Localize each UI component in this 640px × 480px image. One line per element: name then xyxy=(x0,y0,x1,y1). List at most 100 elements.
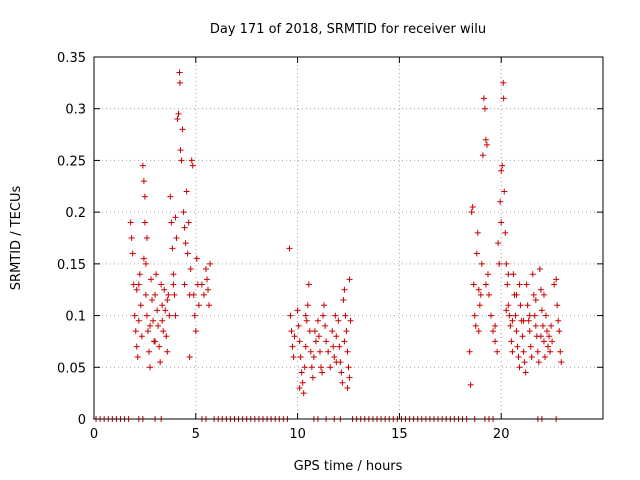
data-point xyxy=(537,333,544,340)
data-point xyxy=(132,328,139,335)
data-point xyxy=(170,271,177,278)
data-point xyxy=(156,343,163,350)
data-point xyxy=(159,302,166,309)
data-point xyxy=(198,281,205,288)
y-tick-label: 0.3 xyxy=(65,103,86,118)
data-point xyxy=(152,338,159,345)
data-point xyxy=(340,297,347,304)
data-point xyxy=(170,281,177,288)
data-point xyxy=(187,266,194,273)
chart-title: Day 171 of 2018, SRMTID for receiver wil… xyxy=(210,22,486,37)
data-point xyxy=(544,328,551,335)
data-point xyxy=(289,343,296,350)
data-point xyxy=(176,69,183,76)
data-point xyxy=(547,348,554,355)
data-point xyxy=(469,203,476,210)
data-point xyxy=(318,364,325,371)
data-point xyxy=(206,302,213,309)
data-point xyxy=(474,229,481,236)
data-point xyxy=(476,302,483,309)
data-point xyxy=(129,250,136,257)
data-point xyxy=(483,141,490,148)
data-point xyxy=(527,343,534,350)
data-point xyxy=(179,126,186,133)
data-point xyxy=(542,312,549,319)
data-point xyxy=(145,348,152,355)
data-point xyxy=(163,333,170,340)
data-point xyxy=(164,348,171,355)
y-tick-label: 0.25 xyxy=(57,154,86,169)
data-point xyxy=(473,250,480,257)
data-point xyxy=(161,286,168,293)
data-point xyxy=(501,188,508,195)
data-point xyxy=(510,271,517,278)
data-point xyxy=(309,374,316,381)
data-point xyxy=(530,291,537,298)
data-point xyxy=(556,328,563,335)
data-point xyxy=(298,369,305,376)
data-point xyxy=(539,322,546,329)
data-point xyxy=(332,312,339,319)
data-point xyxy=(488,312,495,319)
data-point xyxy=(152,291,159,298)
data-point xyxy=(327,364,334,371)
data-point xyxy=(541,353,548,360)
data-point xyxy=(160,328,167,335)
data-point xyxy=(466,348,473,355)
data-point xyxy=(546,333,553,340)
axis-ticks: 0 0.05 0.1 0.15 0.2 0.25 0.3 0.35 0 5 10 15 20 xyxy=(57,51,603,442)
data-point xyxy=(135,317,142,324)
data-point xyxy=(301,364,308,371)
data-point xyxy=(520,317,527,324)
data-point xyxy=(482,281,489,288)
data-point xyxy=(133,343,140,350)
x-tick-label: 15 xyxy=(391,427,408,442)
data-point xyxy=(341,338,348,345)
data-point xyxy=(130,281,137,288)
data-point xyxy=(516,281,523,288)
data-point xyxy=(470,281,477,288)
data-point xyxy=(296,384,303,391)
y-tick-label: 0.2 xyxy=(65,206,86,221)
data-point xyxy=(331,353,338,360)
data-point xyxy=(308,364,315,371)
x-axis-label: GPS time / hours xyxy=(294,459,403,474)
data-point xyxy=(139,162,146,169)
data-point xyxy=(150,317,157,324)
data-point xyxy=(178,157,185,164)
data-point xyxy=(185,219,192,226)
data-point xyxy=(508,338,515,345)
data-point xyxy=(344,348,351,355)
data-point xyxy=(497,198,504,205)
data-point xyxy=(168,219,175,226)
data-point xyxy=(513,291,520,298)
data-point xyxy=(205,286,212,293)
data-point xyxy=(189,162,196,169)
data-point xyxy=(509,348,516,355)
data-point xyxy=(133,286,140,293)
data-point xyxy=(167,193,174,200)
data-point xyxy=(164,297,171,304)
data-point xyxy=(290,353,297,360)
data-point xyxy=(186,291,193,298)
data-point xyxy=(303,317,310,324)
data-point xyxy=(295,322,302,329)
data-point xyxy=(500,79,507,86)
data-point xyxy=(341,286,348,293)
data-point xyxy=(310,353,317,360)
data-point xyxy=(499,162,506,169)
data-point xyxy=(171,291,178,298)
data-point xyxy=(174,116,181,123)
data-point xyxy=(312,338,319,345)
data-point xyxy=(502,229,509,236)
data-point xyxy=(200,291,207,298)
data-point xyxy=(504,281,511,288)
data-point xyxy=(287,312,294,319)
data-point xyxy=(346,276,353,283)
data-point xyxy=(137,302,144,309)
data-point xyxy=(540,291,547,298)
data-point xyxy=(172,312,179,319)
data-point xyxy=(291,333,298,340)
data-point xyxy=(173,235,180,241)
data-point xyxy=(175,110,182,117)
